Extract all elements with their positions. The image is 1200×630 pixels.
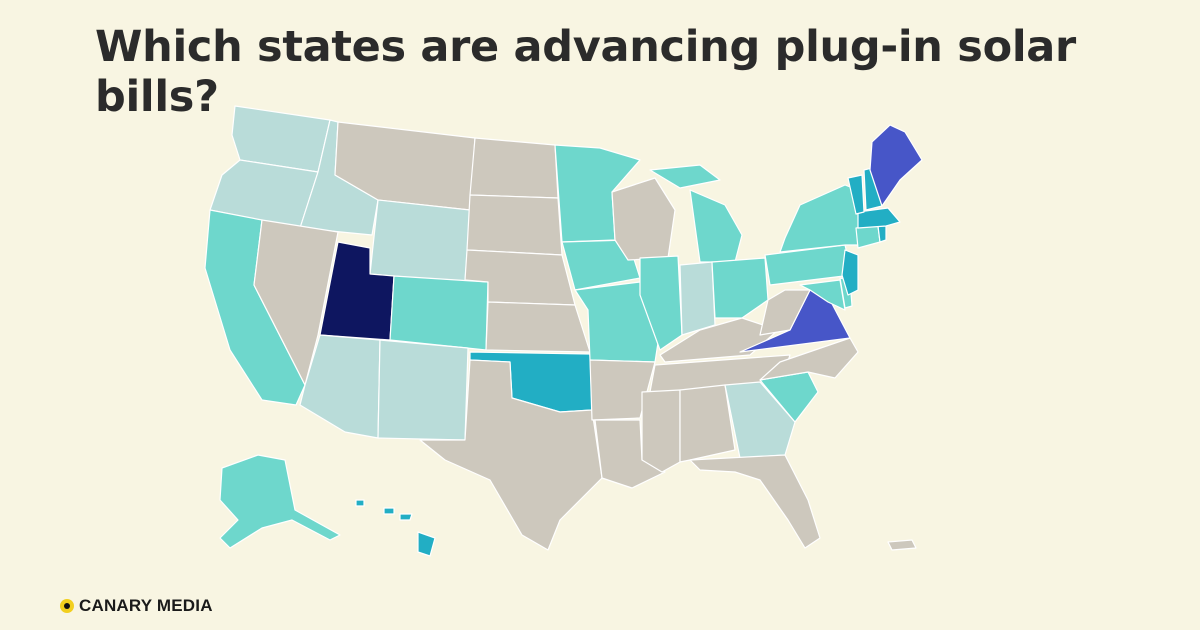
- state-FL[interactable]: [689, 454, 821, 549]
- state-NJ[interactable]: [841, 249, 859, 296]
- state-MI[interactable]: [649, 164, 743, 263]
- state-ND[interactable]: [469, 137, 559, 199]
- state-ME[interactable]: [869, 124, 923, 207]
- state-AK[interactable]: [219, 454, 341, 549]
- state-TX[interactable]: [419, 359, 603, 551]
- state-SD[interactable]: [466, 194, 563, 256]
- state-NM[interactable]: [377, 339, 469, 441]
- canary-media-logo: CANARY MEDIA: [60, 596, 213, 616]
- state-AR[interactable]: [589, 359, 656, 421]
- state-HI[interactable]: [355, 499, 436, 557]
- brand-name: CANARY MEDIA: [79, 596, 213, 615]
- state-KS[interactable]: [485, 301, 591, 353]
- state-WI[interactable]: [611, 177, 676, 261]
- state-LA[interactable]: [594, 419, 666, 489]
- state-MD[interactable]: [799, 279, 846, 311]
- page-title: Which states are advancing plug-in solar…: [95, 22, 1076, 122]
- state-VT[interactable]: [847, 174, 865, 215]
- state-NY[interactable]: [779, 184, 863, 253]
- state-OH[interactable]: [711, 257, 769, 319]
- state-IN[interactable]: [679, 261, 716, 336]
- state-MA[interactable]: [857, 207, 901, 229]
- state-MS[interactable]: [641, 389, 681, 473]
- state-PR[interactable]: [887, 539, 917, 551]
- state-WV[interactable]: [759, 289, 811, 336]
- state-AL[interactable]: [679, 384, 736, 463]
- state-CO[interactable]: [389, 275, 489, 351]
- state-NV[interactable]: [253, 219, 339, 386]
- canary-dot-icon: [60, 599, 74, 613]
- state-CT[interactable]: [855, 225, 881, 249]
- state-GA[interactable]: [724, 381, 796, 459]
- state-RI[interactable]: [877, 225, 887, 243]
- state-WY[interactable]: [369, 199, 471, 283]
- state-IL[interactable]: [639, 255, 683, 351]
- state-PA[interactable]: [764, 244, 853, 286]
